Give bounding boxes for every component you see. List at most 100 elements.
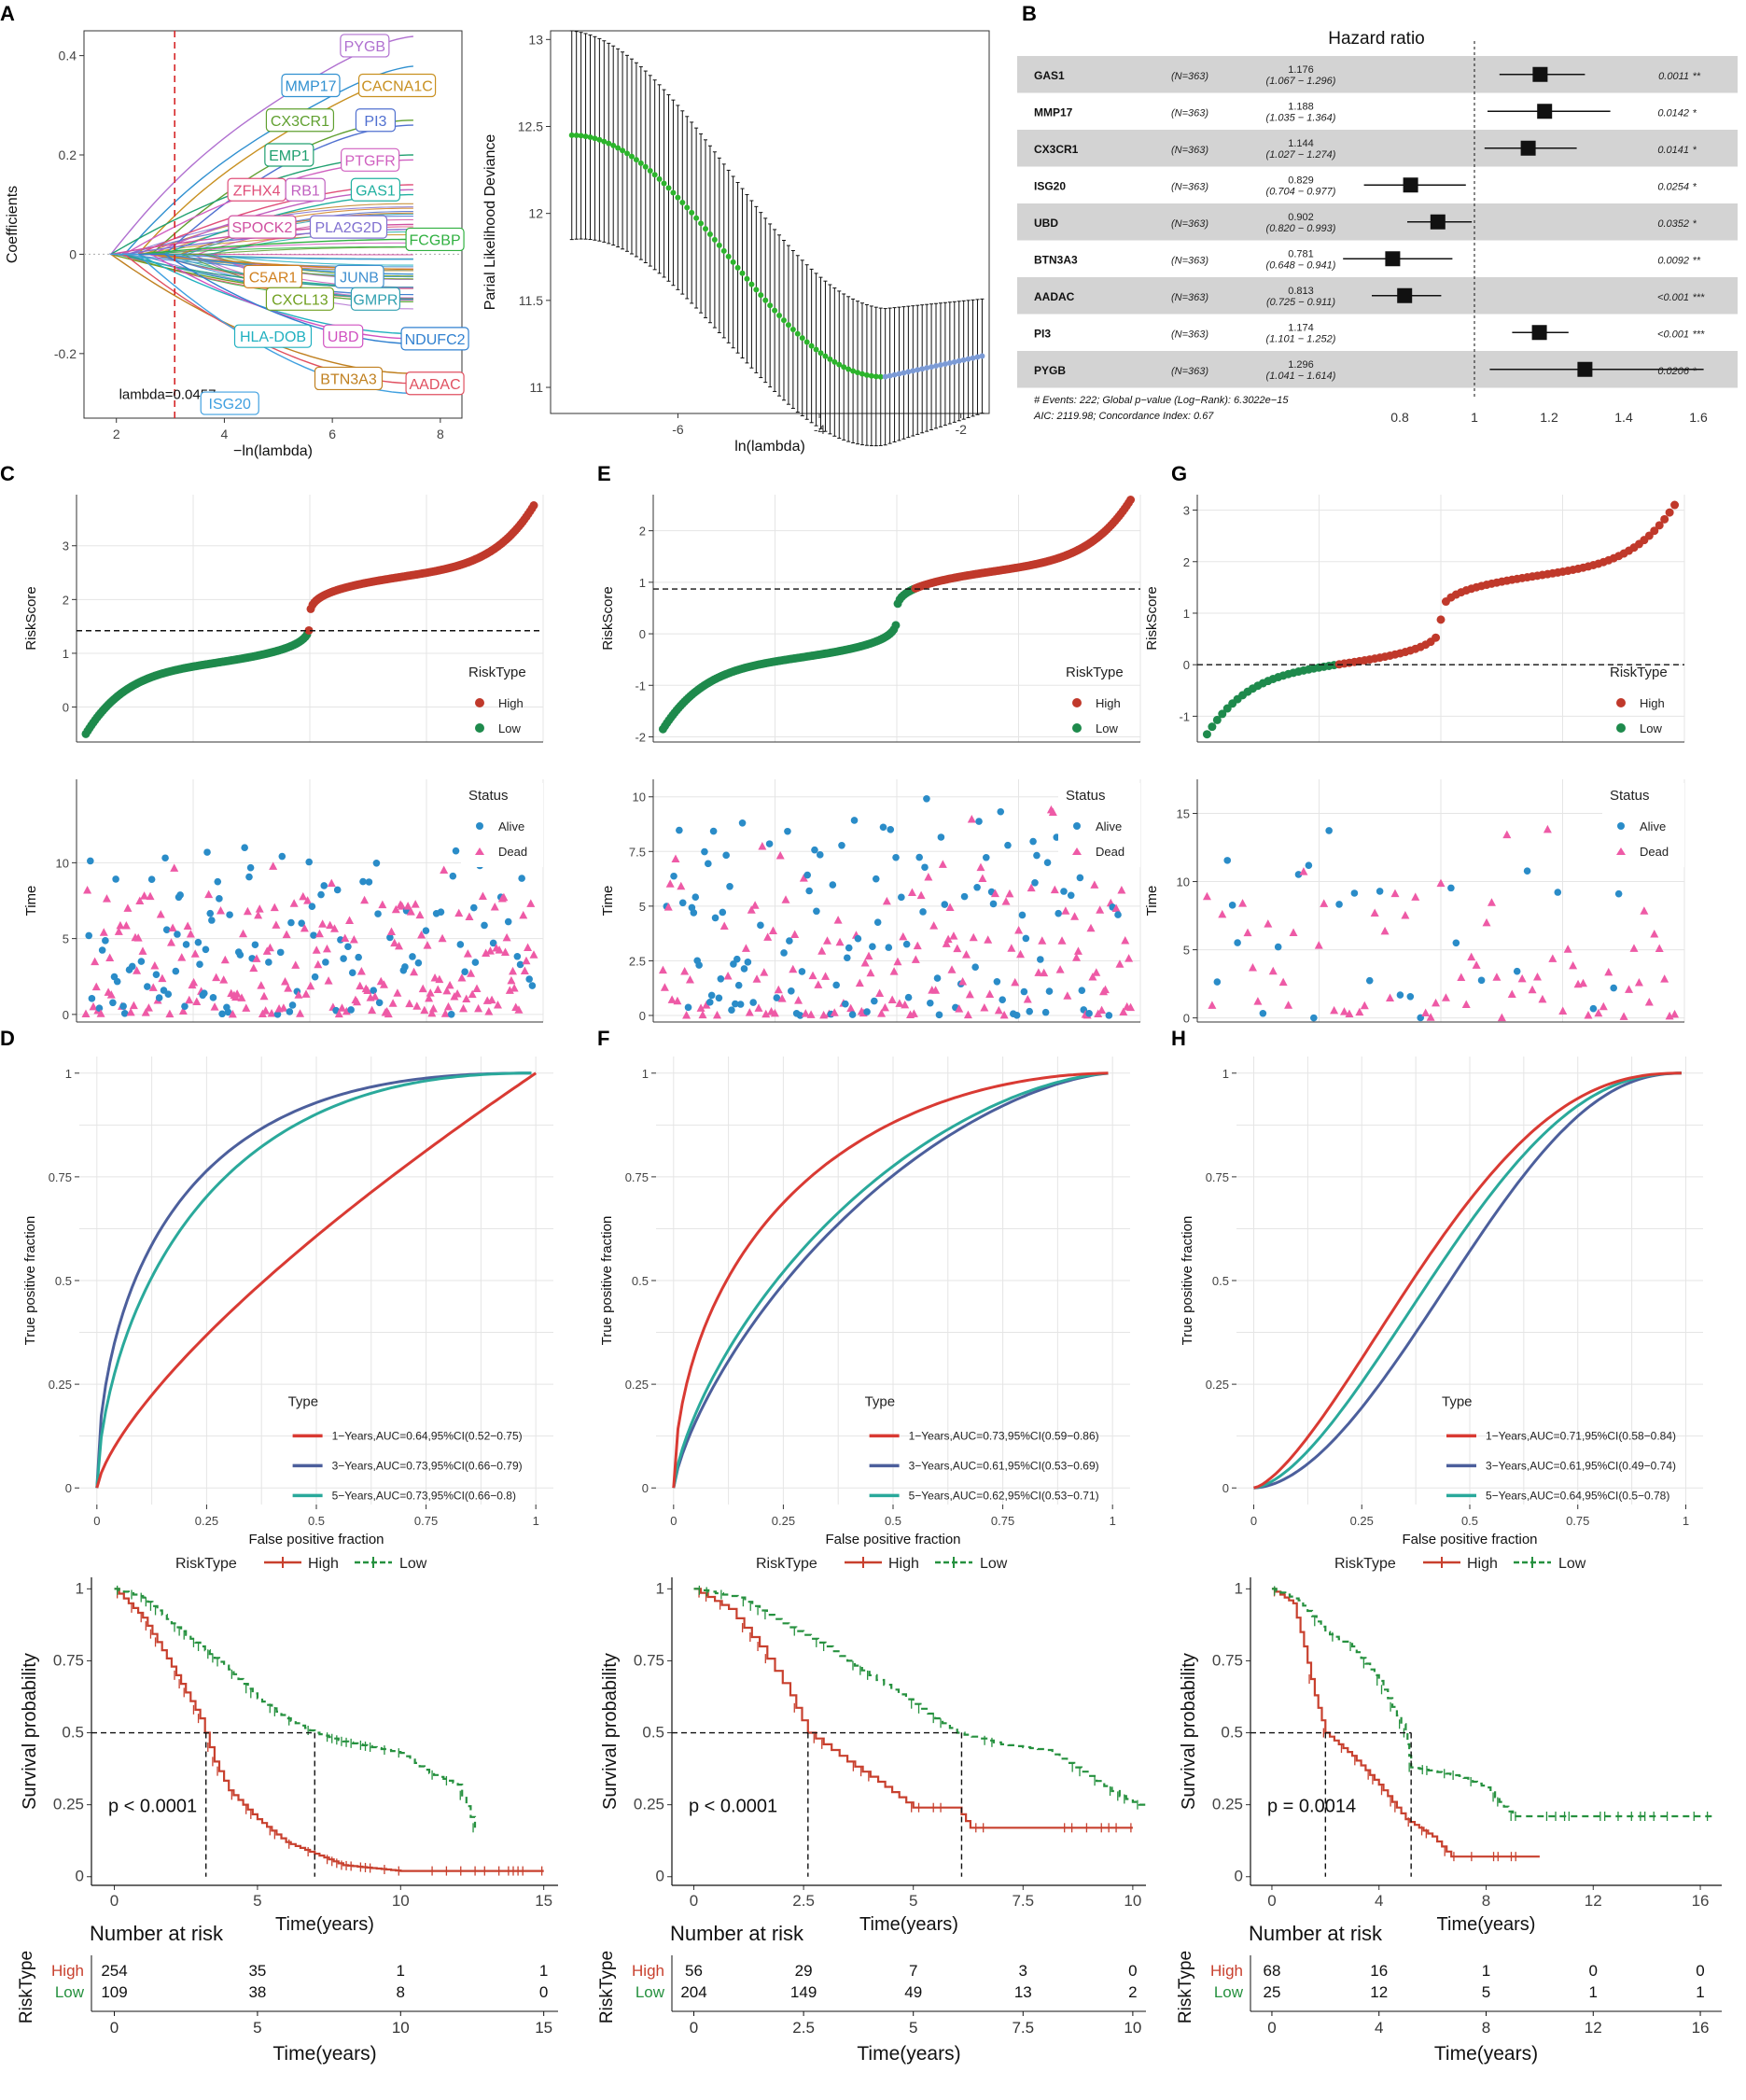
risk-table-title: Number at risk	[670, 1922, 804, 1945]
status-dead-point	[682, 1010, 691, 1019]
status-dead-point	[1320, 899, 1329, 907]
forest-n: (N=363)	[1171, 218, 1208, 230]
status-alive-point	[1447, 884, 1455, 892]
legend-bg	[1602, 783, 1684, 867]
status-dead-point	[81, 1009, 91, 1018]
status-dead-point	[1502, 830, 1512, 839]
forest-n: (N=363)	[1171, 329, 1208, 340]
y-tick-label: 0.75	[634, 1651, 664, 1669]
status-dead-point	[390, 938, 399, 947]
status-alive-point	[95, 1004, 104, 1013]
cv-point	[573, 132, 580, 138]
legend-title: Status	[1066, 788, 1106, 804]
y-tick-label: 1	[1235, 1579, 1243, 1597]
y-tick-label: 0.75	[625, 1170, 649, 1184]
y-tick-label: 1	[639, 576, 646, 590]
status-alive-point	[1350, 889, 1359, 897]
status-dead-point	[1345, 1009, 1354, 1017]
status-dead-point	[947, 965, 957, 973]
y-tick-label: 5	[1183, 944, 1190, 958]
status-alive-point	[224, 1008, 232, 1016]
x-tick-label: 10	[1124, 1892, 1141, 1910]
status-alive-point	[1274, 943, 1282, 951]
status-dead-point	[1386, 993, 1395, 1001]
risk-point	[891, 621, 901, 630]
status-alive-point	[1259, 1009, 1267, 1017]
forest-row-band	[1017, 203, 1738, 241]
status-alive-point	[214, 877, 222, 886]
y-tick-label: 0.5	[642, 1724, 664, 1742]
cv-point	[965, 356, 971, 362]
status-dead-point	[183, 921, 192, 930]
forest-n: (N=363)	[1171, 107, 1208, 119]
status-dead-point	[428, 1004, 438, 1013]
status-alive-point	[298, 919, 305, 927]
status-alive-point	[1029, 837, 1037, 846]
status-dead-point	[1579, 978, 1588, 987]
km-curve-high	[693, 1588, 1133, 1829]
risk-table-title: Number at risk	[1249, 1922, 1383, 1945]
cv-point	[877, 373, 884, 380]
status-dead-point	[763, 932, 773, 941]
status-dead-point	[300, 923, 309, 932]
km-curve-low	[693, 1588, 1148, 1808]
status-dead-point	[454, 908, 464, 917]
status-alive-point	[707, 991, 716, 1000]
legend-title: RiskType	[756, 1556, 817, 1572]
status-alive-point	[409, 953, 416, 960]
status-dead-point	[781, 895, 790, 903]
status-alive-point	[172, 967, 180, 975]
status-dead-point	[911, 955, 920, 963]
panel-label-H: H	[1171, 1027, 1186, 1050]
forest-point	[1532, 66, 1548, 82]
status-dead-point	[1569, 960, 1578, 970]
status-alive-point	[147, 875, 156, 883]
legend-title: Type	[288, 1393, 319, 1409]
status-alive-point	[102, 937, 109, 945]
status-dead-point	[775, 850, 785, 860]
status-dead-point	[887, 995, 897, 1003]
x-tick-label: 0	[690, 2019, 698, 2037]
status-dead-point	[830, 1008, 839, 1016]
status-alive-point	[1041, 1008, 1050, 1016]
status-alive-point	[993, 978, 1001, 986]
status-dead-point	[490, 903, 499, 911]
forest-sig: **	[1693, 255, 1701, 266]
status-dead-point	[1599, 1001, 1608, 1011]
status-dead-point	[1202, 891, 1211, 901]
status-dead-point	[170, 863, 179, 872]
y-tick-label: 0	[639, 627, 646, 641]
x-tick-label: 0.5	[308, 1514, 325, 1528]
status-alive-point	[684, 1003, 692, 1012]
status-alive-point	[885, 944, 893, 951]
status-dead-point	[353, 997, 362, 1006]
status-alive-point	[975, 818, 983, 825]
status-dead-point	[393, 988, 402, 997]
status-dead-point	[1436, 878, 1446, 888]
status-alive-point	[879, 823, 887, 832]
status-dead-point	[752, 974, 761, 983]
x-tick-label: -6	[672, 422, 684, 437]
status-alive-point	[869, 943, 876, 951]
status-dead-point	[965, 989, 974, 999]
km-curve-low	[1271, 1588, 1714, 1818]
status-alive-point	[811, 846, 818, 854]
status-alive-point	[973, 883, 981, 891]
status-dead-point	[493, 1000, 502, 1009]
status-dead-point	[391, 904, 400, 914]
gene-label-box	[405, 371, 465, 396]
status-dead-point	[1119, 1007, 1128, 1015]
risk-table-xlabel: Time(years)	[272, 2043, 376, 2065]
forest-hr: 0.829	[1288, 175, 1314, 186]
panel-F: 0 0.25 0.5 0.75 1 0 0.25 0.5 0.75 1 True positive …	[599, 1057, 1130, 1547]
status-dead-point	[237, 993, 246, 1001]
status-alive-point	[1022, 934, 1030, 943]
y-axis-label: Time	[600, 886, 616, 917]
y-tick-label: 10	[1177, 875, 1190, 889]
forest-pvalue: 0.0092	[1657, 255, 1689, 266]
status-alive-point	[1067, 891, 1075, 900]
status-alive-point	[1114, 911, 1122, 918]
status-dead-point	[943, 934, 953, 944]
status-alive-point	[1376, 888, 1384, 895]
status-alive-point	[744, 959, 752, 966]
